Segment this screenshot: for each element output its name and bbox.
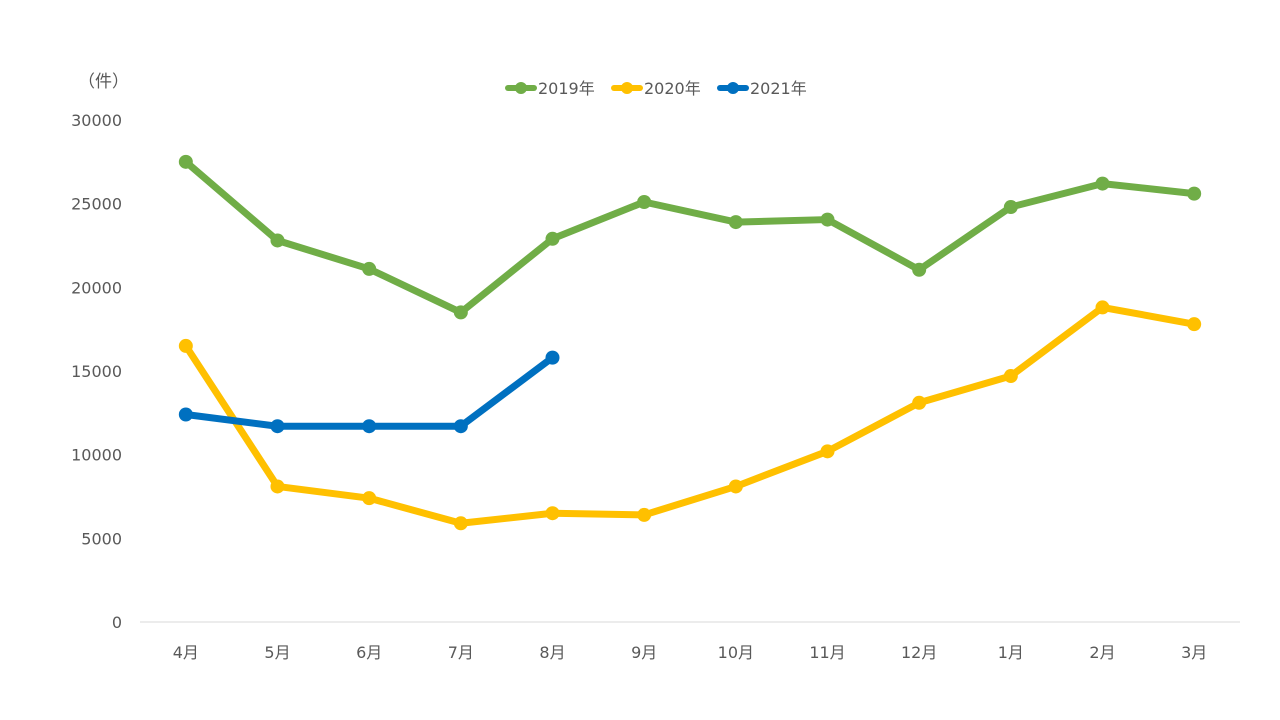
legend-swatch-marker <box>515 82 527 94</box>
x-tick-label: 8月 <box>539 643 565 662</box>
series-layer <box>178 154 1202 531</box>
y-axis-unit-label: （件） <box>78 72 129 92</box>
data-point <box>178 407 193 422</box>
data-point <box>362 419 377 434</box>
data-point <box>178 154 193 169</box>
data-point <box>1095 300 1110 315</box>
y-tick-label: 15000 <box>71 362 122 381</box>
y-tick-label: 30000 <box>71 111 122 130</box>
y-tick-label: 25000 <box>71 195 122 214</box>
y-tick-label: 20000 <box>71 278 122 297</box>
data-point <box>728 215 743 230</box>
data-point <box>453 419 468 434</box>
data-point <box>270 479 285 494</box>
data-point <box>178 338 193 353</box>
series-2021年 <box>178 350 560 434</box>
data-point <box>1187 317 1202 332</box>
y-tick-label: 0 <box>112 613 122 632</box>
data-point <box>820 212 835 227</box>
x-tick-label: 12月 <box>901 643 937 662</box>
legend-label: 2019年 <box>538 79 595 98</box>
series-line <box>182 303 1198 527</box>
data-point <box>453 516 468 531</box>
legend-item: 2021年 <box>717 79 807 98</box>
data-point <box>637 194 652 209</box>
data-point <box>1003 200 1018 215</box>
legend-label: 2021年 <box>750 79 807 98</box>
data-point <box>545 231 560 246</box>
data-point <box>820 444 835 459</box>
x-tick-label: 6月 <box>356 643 382 662</box>
data-point <box>545 350 560 365</box>
data-point <box>362 261 377 276</box>
data-point <box>728 479 743 494</box>
x-tick-label: 11月 <box>809 643 845 662</box>
series-2019年 <box>178 154 1202 320</box>
data-point <box>912 262 927 277</box>
legend-item: 2019年 <box>505 79 595 98</box>
series-line <box>182 354 556 430</box>
x-tick-label: 2月 <box>1089 643 1115 662</box>
y-tick-label: 10000 <box>71 446 122 465</box>
legend-swatch-marker <box>621 82 633 94</box>
data-point <box>637 507 652 522</box>
x-tick-label: 9月 <box>631 643 657 662</box>
data-point <box>362 491 377 506</box>
data-point <box>1187 186 1202 201</box>
data-point <box>270 233 285 248</box>
x-tick-label: 10月 <box>718 643 754 662</box>
y-tick-label: 5000 <box>81 529 122 548</box>
x-tick-label: 7月 <box>448 643 474 662</box>
x-tick-label: 4月 <box>173 643 199 662</box>
data-point <box>1095 176 1110 191</box>
data-point <box>270 419 285 434</box>
x-axis-ticks: 4月 5月 6月 7月 8月 9月 10月 11月 12月 1月 2月 3月 <box>173 643 1208 662</box>
chart-legend: 2019年 2020年 2021年 <box>505 79 807 98</box>
data-point <box>453 305 468 320</box>
y-axis-ticks: 0 5000 10000 15000 20000 25000 30000 <box>71 111 122 632</box>
data-point <box>1003 369 1018 384</box>
legend-label: 2020年 <box>644 79 701 98</box>
series-line <box>182 158 1198 316</box>
x-tick-label: 5月 <box>264 643 290 662</box>
legend-item: 2020年 <box>611 79 701 98</box>
x-tick-label: 1月 <box>998 643 1024 662</box>
series-2020年 <box>178 300 1202 531</box>
legend-swatch-marker <box>727 82 739 94</box>
x-tick-label: 3月 <box>1181 643 1207 662</box>
data-point <box>912 395 927 410</box>
data-point <box>545 506 560 521</box>
